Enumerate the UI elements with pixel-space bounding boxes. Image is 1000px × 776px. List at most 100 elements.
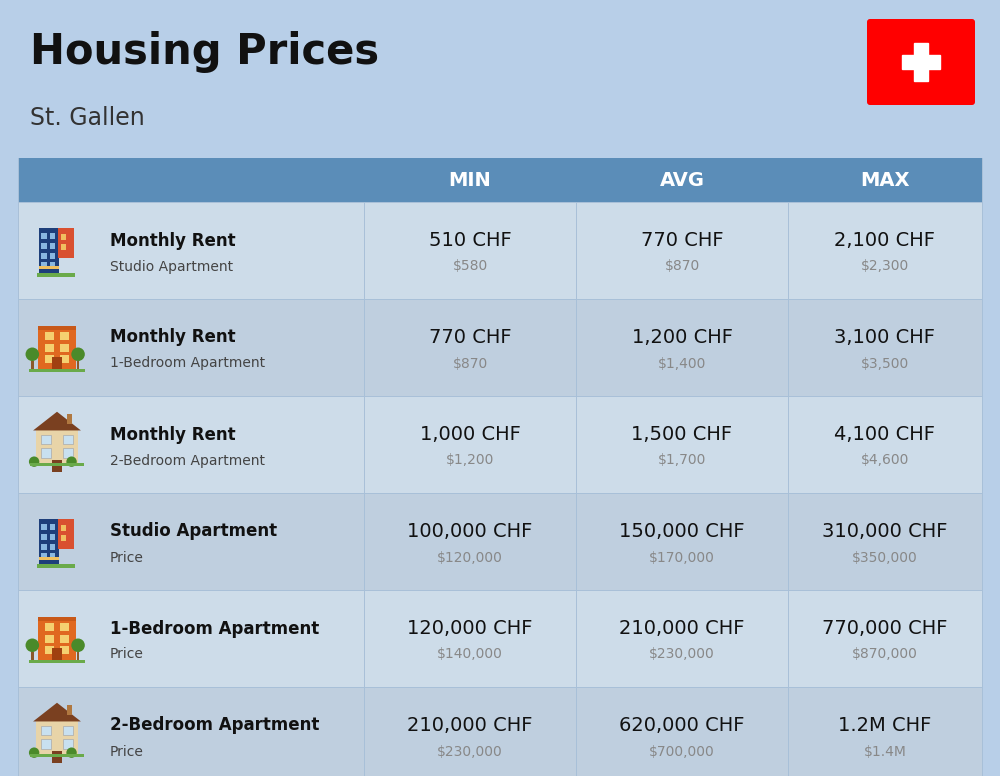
Text: 210,000 CHF: 210,000 CHF [619, 619, 745, 638]
Bar [63, 449, 73, 458]
Text: $870: $870 [452, 356, 488, 370]
Circle shape [29, 747, 39, 758]
FancyBboxPatch shape [18, 493, 982, 590]
Text: 1,200 CHF: 1,200 CHF [632, 328, 732, 347]
Text: 770 CHF: 770 CHF [641, 231, 723, 250]
FancyBboxPatch shape [18, 299, 982, 396]
FancyBboxPatch shape [18, 158, 982, 202]
Bar [60, 355, 69, 363]
Text: MAX: MAX [860, 171, 910, 189]
Bar [41, 449, 51, 458]
Bar [63, 435, 73, 444]
Bar [41, 435, 51, 444]
Bar [67, 414, 72, 424]
Bar [50, 233, 55, 239]
Bar [52, 358, 62, 369]
Bar [41, 543, 47, 550]
Text: Price: Price [110, 550, 144, 564]
Text: $4,600: $4,600 [861, 453, 909, 467]
Text: $1,400: $1,400 [658, 356, 706, 370]
Bar [29, 660, 85, 663]
Bar [914, 43, 928, 81]
Bar [61, 525, 66, 531]
Bar [30, 462, 84, 466]
Text: 510 CHF: 510 CHF [429, 231, 511, 250]
Bar [50, 262, 55, 268]
Bar [61, 234, 66, 240]
Text: Monthly Rent: Monthly Rent [110, 328, 236, 347]
Text: $870: $870 [664, 259, 700, 273]
Bar [45, 355, 54, 363]
Text: $120,000: $120,000 [437, 550, 503, 564]
Bar [41, 243, 47, 249]
Circle shape [71, 639, 85, 652]
Text: $230,000: $230,000 [437, 744, 503, 758]
Circle shape [26, 348, 39, 361]
Bar [39, 227, 59, 273]
Text: 1,000 CHF: 1,000 CHF [420, 425, 520, 444]
Text: MIN: MIN [449, 171, 491, 189]
Bar [60, 623, 69, 631]
Text: Housing Prices: Housing Prices [30, 31, 379, 73]
Bar [45, 332, 54, 340]
Bar [52, 459, 62, 472]
Bar [45, 344, 54, 352]
Polygon shape [33, 412, 81, 431]
Bar [902, 55, 940, 69]
FancyBboxPatch shape [18, 687, 982, 776]
Text: $1,700: $1,700 [658, 453, 706, 467]
Bar [50, 534, 55, 540]
Text: 620,000 CHF: 620,000 CHF [619, 716, 745, 735]
Bar [38, 326, 76, 369]
Text: AVG: AVG [660, 171, 704, 189]
Bar [50, 543, 55, 550]
Text: Price: Price [110, 744, 144, 758]
Bar [77, 652, 79, 660]
Bar [50, 524, 55, 530]
Bar [39, 266, 59, 268]
Bar [41, 524, 47, 530]
Bar [45, 635, 54, 643]
Circle shape [71, 348, 85, 361]
Bar [41, 252, 47, 259]
Text: 2,100 CHF: 2,100 CHF [834, 231, 936, 250]
Circle shape [66, 747, 77, 758]
Bar [30, 753, 84, 757]
Bar [77, 361, 79, 369]
Bar [50, 252, 55, 259]
Bar [41, 726, 51, 735]
Text: 770,000 CHF: 770,000 CHF [822, 619, 948, 638]
Bar [31, 361, 34, 369]
Text: 2-Bedroom Apartment: 2-Bedroom Apartment [110, 716, 319, 735]
Text: 1,500 CHF: 1,500 CHF [631, 425, 733, 444]
Bar [38, 617, 76, 660]
Bar [67, 705, 72, 715]
Bar [29, 369, 85, 372]
Bar [41, 262, 47, 268]
Bar [37, 564, 75, 567]
Text: $870,000: $870,000 [852, 647, 918, 661]
Text: $170,000: $170,000 [649, 550, 715, 564]
FancyBboxPatch shape [867, 19, 975, 105]
Text: 3,100 CHF: 3,100 CHF [834, 328, 936, 347]
Bar [63, 739, 73, 749]
Bar [60, 646, 69, 654]
Bar [58, 227, 74, 258]
Bar [61, 535, 66, 541]
Bar [52, 649, 62, 660]
Text: $140,000: $140,000 [437, 647, 503, 661]
Bar [36, 431, 78, 462]
Text: Studio Apartment: Studio Apartment [110, 259, 233, 273]
Circle shape [29, 456, 39, 467]
Bar [38, 326, 76, 331]
Bar [50, 553, 55, 559]
Text: Studio Apartment: Studio Apartment [110, 522, 277, 541]
Polygon shape [33, 703, 81, 722]
Text: St. Gallen: St. Gallen [30, 106, 145, 130]
Text: 310,000 CHF: 310,000 CHF [822, 522, 948, 541]
FancyBboxPatch shape [18, 396, 982, 493]
Bar [60, 332, 69, 340]
FancyBboxPatch shape [18, 590, 982, 687]
Bar [50, 243, 55, 249]
Text: $1,200: $1,200 [446, 453, 494, 467]
